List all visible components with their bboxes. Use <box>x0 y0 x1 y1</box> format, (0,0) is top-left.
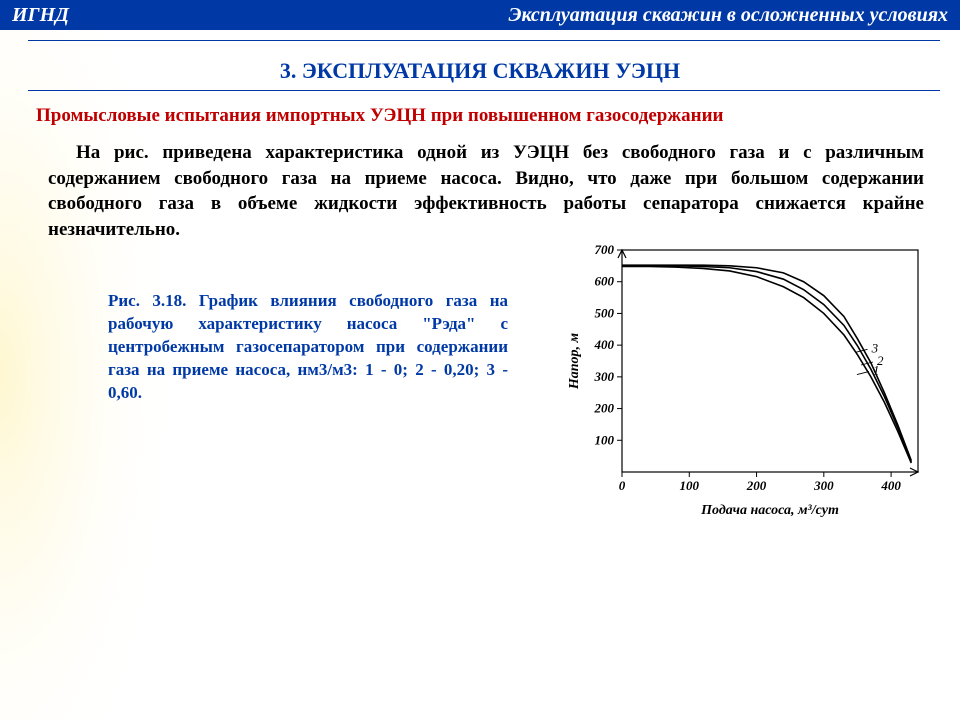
svg-text:300: 300 <box>813 478 834 493</box>
svg-text:500: 500 <box>595 305 615 320</box>
section-title: 3. ЭКСПЛУАТАЦИЯ СКВАЖИН УЭЦН <box>0 58 960 84</box>
pump-chart: 0 100 200 300 400 100 200 300 400 500 600 700 Подача… <box>560 240 930 520</box>
svg-text:700: 700 <box>595 242 615 257</box>
divider-top <box>28 40 940 41</box>
divider-under-title <box>28 90 940 91</box>
svg-text:Подача насоса, м³/сут: Подача насоса, м³/сут <box>700 503 839 518</box>
header-right: Эксплуатация скважин в осложненных услов… <box>508 4 948 27</box>
svg-text:400: 400 <box>880 478 901 493</box>
svg-text:Напор, м: Напор, м <box>567 332 582 390</box>
body-paragraph: На рис. приведена характеристика одной и… <box>48 140 924 243</box>
svg-text:200: 200 <box>746 478 767 493</box>
body-paragraph-text: На рис. приведена характеристика одной и… <box>48 142 924 240</box>
sub-heading: Промысловые испытания импортных УЭЦН при… <box>36 105 930 127</box>
svg-text:0: 0 <box>619 478 626 493</box>
svg-text:100: 100 <box>595 432 615 447</box>
svg-text:200: 200 <box>594 401 615 416</box>
header-band: ИГНД Эксплуатация скважин в осложненных … <box>0 0 960 30</box>
svg-text:300: 300 <box>594 369 615 384</box>
svg-text:600: 600 <box>595 274 615 289</box>
svg-text:3: 3 <box>871 340 879 355</box>
header-left: ИГНД <box>12 4 69 27</box>
figure-caption: Рис. 3.18. График влияния свободного газ… <box>108 290 508 405</box>
svg-text:400: 400 <box>594 337 615 352</box>
svg-text:100: 100 <box>680 478 700 493</box>
